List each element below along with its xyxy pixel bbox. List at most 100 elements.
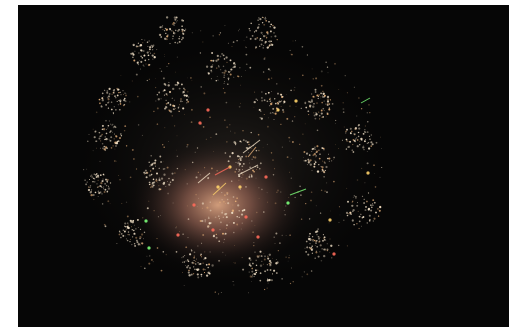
spark <box>232 221 235 224</box>
spark <box>158 179 161 182</box>
spark-trail <box>197 172 211 184</box>
spark <box>226 73 228 75</box>
spark <box>231 152 234 155</box>
spark <box>168 109 170 111</box>
spark <box>256 269 259 272</box>
spark <box>183 87 185 90</box>
spark <box>193 251 196 254</box>
spark <box>150 258 153 261</box>
spark <box>143 173 145 175</box>
spark <box>248 159 250 161</box>
spark <box>331 257 333 259</box>
spark <box>96 147 97 149</box>
spark <box>263 211 265 213</box>
spark <box>311 101 313 103</box>
spark <box>143 50 145 52</box>
spark <box>227 71 230 73</box>
spark <box>97 196 99 197</box>
spark <box>309 159 312 162</box>
spark <box>255 98 257 100</box>
spark <box>118 230 121 233</box>
spark <box>275 259 277 260</box>
spark <box>224 152 227 154</box>
spark <box>96 183 98 185</box>
spark <box>176 42 179 44</box>
spark <box>138 44 142 47</box>
spark <box>324 190 326 192</box>
spark <box>173 24 175 26</box>
spark <box>143 54 146 57</box>
spark <box>233 262 235 263</box>
spark <box>310 191 313 193</box>
spark <box>253 100 256 104</box>
spark <box>124 225 126 227</box>
spark <box>311 151 313 153</box>
spark <box>261 91 263 93</box>
spark <box>98 98 101 101</box>
spark <box>101 128 104 131</box>
spark <box>355 197 357 199</box>
spark <box>253 31 256 33</box>
spark <box>338 244 340 247</box>
spark <box>225 70 227 73</box>
spark <box>98 137 101 140</box>
spark <box>119 232 121 234</box>
spark <box>158 185 160 187</box>
spark <box>272 107 275 110</box>
spark <box>176 81 179 84</box>
spark <box>110 130 112 132</box>
spark <box>367 147 371 150</box>
spark <box>252 156 255 158</box>
spark <box>235 168 238 170</box>
spark <box>121 203 123 205</box>
spark <box>108 87 111 91</box>
spark <box>100 182 103 185</box>
spark <box>160 177 164 180</box>
spark <box>246 141 249 144</box>
spark <box>166 93 167 95</box>
spark <box>191 80 193 81</box>
spark <box>146 171 149 174</box>
spark <box>270 152 273 154</box>
spark <box>310 248 313 251</box>
spark <box>269 30 272 33</box>
spark <box>268 20 270 23</box>
spark <box>368 214 371 217</box>
spark <box>322 92 325 95</box>
spark <box>316 239 318 242</box>
spark <box>223 238 226 241</box>
spark <box>103 148 106 151</box>
spark <box>112 123 114 126</box>
spark <box>318 237 320 240</box>
spark <box>163 161 164 163</box>
spark <box>266 269 269 271</box>
spark <box>316 170 320 173</box>
spark <box>266 287 268 289</box>
spark <box>165 186 167 188</box>
spark <box>227 79 230 81</box>
spark <box>172 108 175 110</box>
spark <box>113 160 116 162</box>
spark <box>356 204 359 207</box>
spark <box>259 264 263 267</box>
spark <box>379 205 382 209</box>
fireworks-photo <box>18 5 509 327</box>
spark <box>312 78 315 80</box>
spark <box>142 42 144 44</box>
spark <box>119 137 121 139</box>
spark <box>182 90 185 94</box>
spark <box>239 188 241 190</box>
spark <box>137 45 139 47</box>
spark <box>269 269 272 271</box>
spark <box>139 68 142 70</box>
spark <box>178 35 181 38</box>
spark <box>317 228 319 230</box>
spark <box>249 162 250 164</box>
spark <box>139 244 141 246</box>
spark <box>313 114 316 117</box>
spark <box>93 136 96 139</box>
spark <box>131 236 134 238</box>
spark <box>323 176 325 178</box>
spark <box>221 212 223 214</box>
spark <box>110 108 113 111</box>
